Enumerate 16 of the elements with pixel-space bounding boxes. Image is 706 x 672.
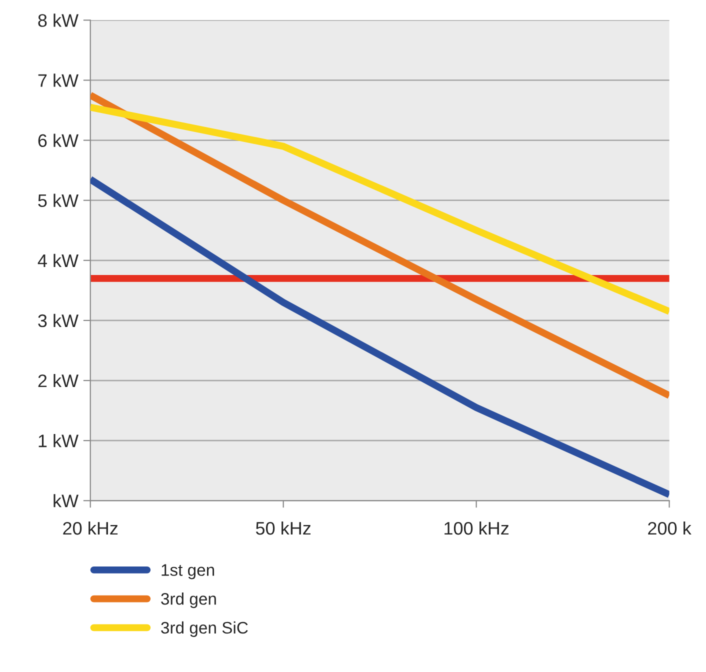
y-tick-label: 7 kW — [38, 74, 78, 87]
y-tick-label: 3 kW — [38, 314, 78, 328]
y-tick-label: 8 kW — [38, 14, 78, 27]
x-tick-label: 200 k — [648, 521, 692, 535]
y-tick-label: 4 kW — [38, 254, 78, 267]
y-tick-label: 1 kW — [38, 434, 78, 448]
x-tick-label: 20 kHz — [63, 521, 118, 535]
legend-label: 1st gen — [162, 564, 214, 580]
x-tick-label: 100 kHz — [444, 521, 509, 535]
y-tick-label: kW — [54, 494, 78, 508]
y-tick-label: 2 kW — [38, 374, 78, 388]
legend-label: 3rd gen SiC — [161, 621, 248, 637]
x-tick-label: 50 kHz — [256, 521, 311, 535]
legend-label: 3rd gen — [161, 592, 216, 608]
y-tick-label: 5 kW — [38, 194, 78, 208]
y-tick-label: 6 kW — [38, 134, 78, 147]
